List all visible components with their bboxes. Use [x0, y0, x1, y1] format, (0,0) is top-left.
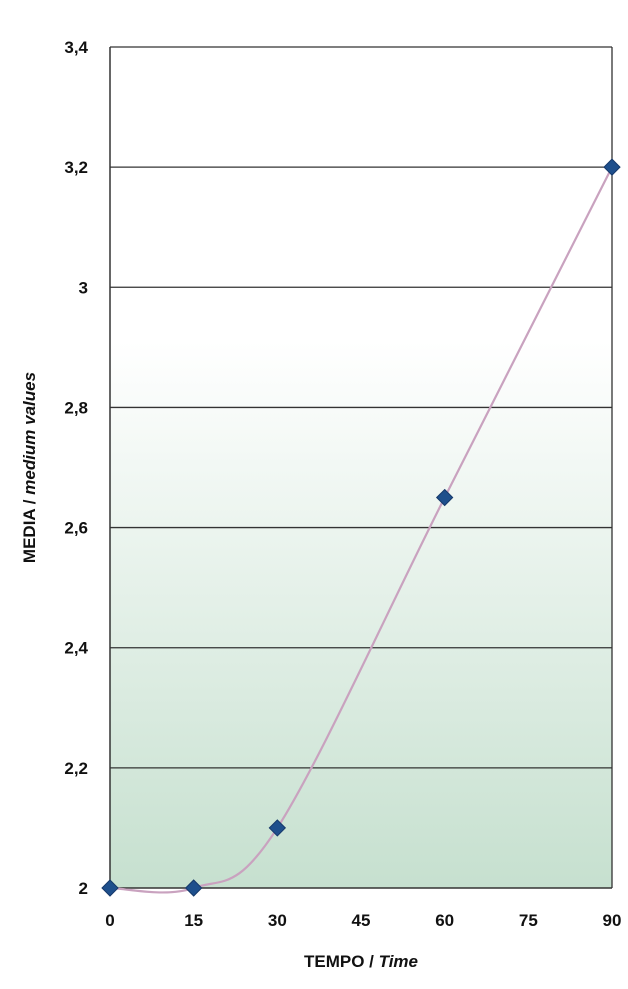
y-tick-label: 2,2 [64, 759, 88, 778]
x-tick-label: 0 [105, 911, 114, 930]
x-tick-label: 60 [435, 911, 454, 930]
y-axis-title-main: MEDIA / [20, 495, 39, 563]
data-point-marker [603, 158, 621, 176]
gridlines [110, 46, 613, 888]
y-tick-label: 2,8 [64, 398, 88, 417]
data-point-marker [184, 879, 203, 897]
y-tick-label: 2,6 [64, 519, 88, 538]
data-point-marker [101, 879, 119, 897]
x-tick-label: 15 [184, 911, 203, 930]
y-axis-ticks: 2 2,2 2,4 2,6 2,8 3 3,2 3,4 [64, 38, 88, 898]
y-axis-title-italic: medium values [20, 372, 39, 495]
plot-area [110, 47, 612, 888]
x-axis-title-italic: Time [379, 952, 418, 971]
x-axis-ticks: 0 15 30 45 60 75 90 [105, 911, 621, 930]
y-tick-label: 3,4 [64, 38, 88, 57]
x-axis-title: TEMPO / Time [304, 952, 418, 971]
y-axis-title: MEDIA / medium values [20, 372, 39, 563]
x-axis-title-main: TEMPO / [304, 952, 379, 971]
y-tick-label: 3,2 [64, 158, 88, 177]
x-tick-label: 45 [352, 911, 371, 930]
x-tick-label: 30 [268, 911, 287, 930]
y-tick-label: 3 [79, 278, 88, 297]
series-markers [101, 158, 621, 897]
data-point-marker [435, 488, 454, 507]
x-tick-label: 75 [519, 911, 538, 930]
y-tick-label: 2 [79, 879, 88, 898]
data-point-marker [268, 819, 287, 837]
x-tick-label: 90 [603, 911, 622, 930]
y-tick-label: 2,4 [64, 639, 88, 658]
